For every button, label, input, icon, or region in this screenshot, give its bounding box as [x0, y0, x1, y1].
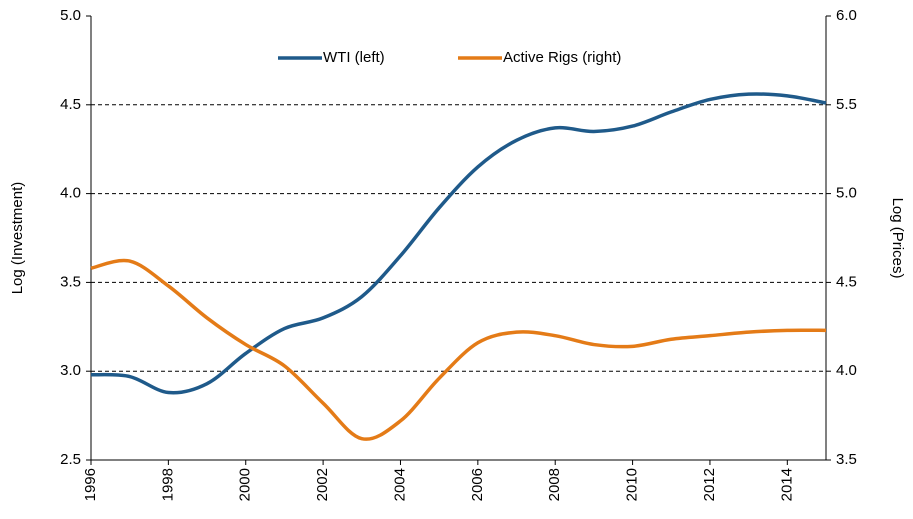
legend-label: Active Rigs (right): [503, 49, 621, 66]
x-tick-label: 2002: [314, 468, 331, 501]
x-tick-label: 2010: [624, 468, 641, 501]
y-tick-label: 5.0: [60, 7, 81, 24]
x-tick-label: 2012: [701, 468, 718, 501]
series-line: [90, 92, 827, 395]
x-tick-label: 2014: [778, 468, 795, 501]
y2-tick-label: 6.0: [836, 7, 857, 24]
x-tick-label: 1998: [159, 468, 176, 501]
y2-tick-label: 4.5: [836, 273, 857, 290]
y2-tick-label: 5.5: [836, 96, 857, 113]
y-tick-label: 3.5: [60, 273, 81, 290]
x-tick-label: 2000: [237, 468, 254, 501]
y-tick-label: 4.5: [60, 96, 81, 113]
y-tick-label: 3.0: [60, 362, 81, 379]
series-line: [90, 258, 827, 441]
y2-axis-title: Log (Prices): [889, 198, 906, 279]
y-tick-label: 2.5: [60, 451, 81, 468]
legend-label: WTI (left): [323, 49, 385, 66]
y-tick-label: 4.0: [60, 185, 81, 202]
x-tick-label: 2008: [546, 468, 563, 501]
y2-tick-label: 5.0: [836, 185, 857, 202]
y2-tick-label: 3.5: [836, 451, 857, 468]
x-tick-label: 1996: [82, 468, 99, 501]
x-tick-label: 2006: [469, 468, 486, 501]
x-tick-label: 2004: [391, 468, 408, 501]
y-axis-title: Log (Investment): [9, 182, 26, 295]
y2-tick-label: 4.0: [836, 362, 857, 379]
